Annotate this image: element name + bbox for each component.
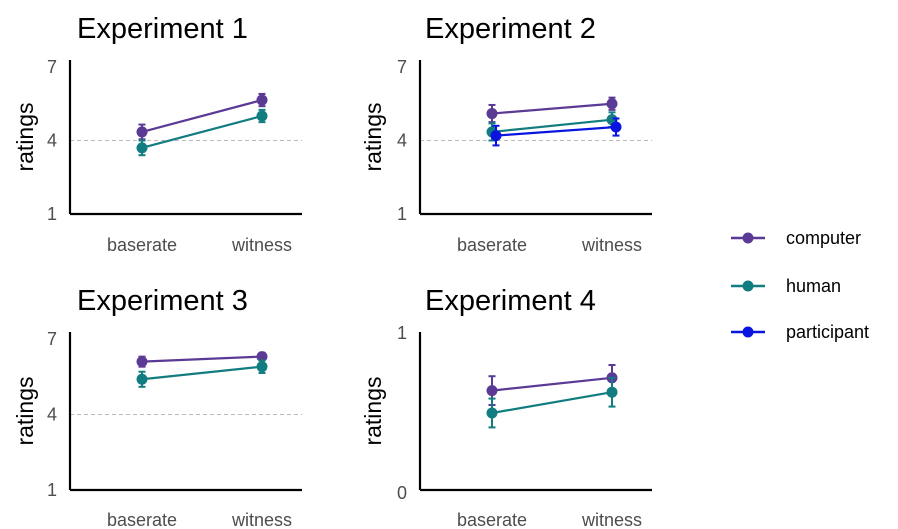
series-line bbox=[491, 376, 613, 392]
data-point bbox=[486, 407, 498, 419]
data-point bbox=[486, 385, 498, 397]
panel-2: Experiment 2 1 4 7 baserate witness ratings bbox=[360, 13, 652, 255]
series-line bbox=[491, 118, 613, 134]
panel-title: Experiment 2 bbox=[425, 13, 596, 45]
x-tick-label: baserate bbox=[107, 235, 177, 255]
y-axis-title: ratings bbox=[360, 376, 386, 445]
series-computer bbox=[486, 364, 618, 406]
y-axis-title: ratings bbox=[12, 376, 38, 445]
panel-1: Experiment 1 1 4 7 baserate witness ratings bbox=[12, 13, 302, 255]
legend-label: computer bbox=[786, 228, 861, 248]
series-line bbox=[141, 114, 263, 149]
x-tick-label: witness bbox=[581, 235, 642, 255]
y-tick-label: 1 bbox=[47, 480, 57, 500]
legend: computer human participant bbox=[731, 228, 869, 342]
x-tick-label: baserate bbox=[457, 235, 527, 255]
data-point bbox=[256, 351, 268, 363]
data-point bbox=[606, 386, 618, 398]
series-line bbox=[495, 125, 617, 137]
series-human bbox=[486, 376, 618, 429]
legend-marker bbox=[742, 232, 754, 244]
data-point bbox=[256, 110, 268, 122]
y-tick-label: 7 bbox=[47, 57, 57, 77]
x-tick-label: witness bbox=[231, 235, 292, 255]
data-point bbox=[610, 121, 622, 133]
series-participant bbox=[490, 117, 622, 147]
y-axis-title: ratings bbox=[360, 102, 386, 171]
y-tick-label: 4 bbox=[47, 131, 57, 151]
data-point bbox=[606, 98, 618, 110]
data-point bbox=[490, 130, 502, 142]
x-tick-label: baserate bbox=[457, 510, 527, 529]
series-human bbox=[136, 359, 268, 388]
series-line bbox=[491, 102, 613, 115]
data-point bbox=[136, 142, 148, 154]
series-line bbox=[141, 99, 263, 133]
y-tick-label: 4 bbox=[397, 131, 407, 151]
y-tick-label: 1 bbox=[397, 323, 407, 343]
series-line bbox=[141, 355, 263, 363]
legend-item-computer: computer bbox=[731, 228, 861, 248]
data-point bbox=[256, 361, 268, 373]
x-tick-label: baserate bbox=[107, 510, 177, 529]
series-line bbox=[491, 391, 613, 415]
legend-item-human: human bbox=[731, 276, 841, 296]
y-axis-title: ratings bbox=[12, 102, 38, 171]
y-tick-label: 0 bbox=[397, 483, 407, 503]
series-human bbox=[486, 111, 618, 142]
y-tick-label: 1 bbox=[397, 204, 407, 224]
panel-title: Experiment 1 bbox=[77, 13, 248, 45]
x-tick-label: witness bbox=[581, 510, 642, 529]
series-computer bbox=[136, 92, 268, 141]
y-tick-label: 7 bbox=[47, 329, 57, 349]
series-computer bbox=[136, 351, 268, 368]
y-tick-label: 7 bbox=[397, 57, 407, 77]
data-point bbox=[136, 373, 148, 385]
series-human bbox=[136, 108, 268, 157]
legend-item-participant: participant bbox=[731, 322, 869, 342]
data-point bbox=[136, 126, 148, 138]
series-line bbox=[141, 365, 263, 381]
panel-4: Experiment 4 0 1 baserate witness ratings bbox=[360, 285, 652, 529]
data-point bbox=[256, 94, 268, 106]
legend-label: participant bbox=[786, 322, 869, 342]
panel-title: Experiment 3 bbox=[77, 285, 248, 317]
panel-3: Experiment 3 1 4 7 baserate witness ratings bbox=[12, 285, 302, 529]
y-tick-label: 1 bbox=[47, 204, 57, 224]
series-computer bbox=[486, 96, 618, 124]
data-point bbox=[486, 108, 498, 120]
legend-marker bbox=[742, 280, 754, 292]
data-point bbox=[136, 356, 148, 368]
x-tick-label: witness bbox=[231, 510, 292, 529]
y-tick-label: 4 bbox=[47, 405, 57, 425]
panel-title: Experiment 4 bbox=[425, 285, 596, 317]
legend-marker bbox=[742, 326, 754, 338]
legend-label: human bbox=[786, 276, 841, 296]
